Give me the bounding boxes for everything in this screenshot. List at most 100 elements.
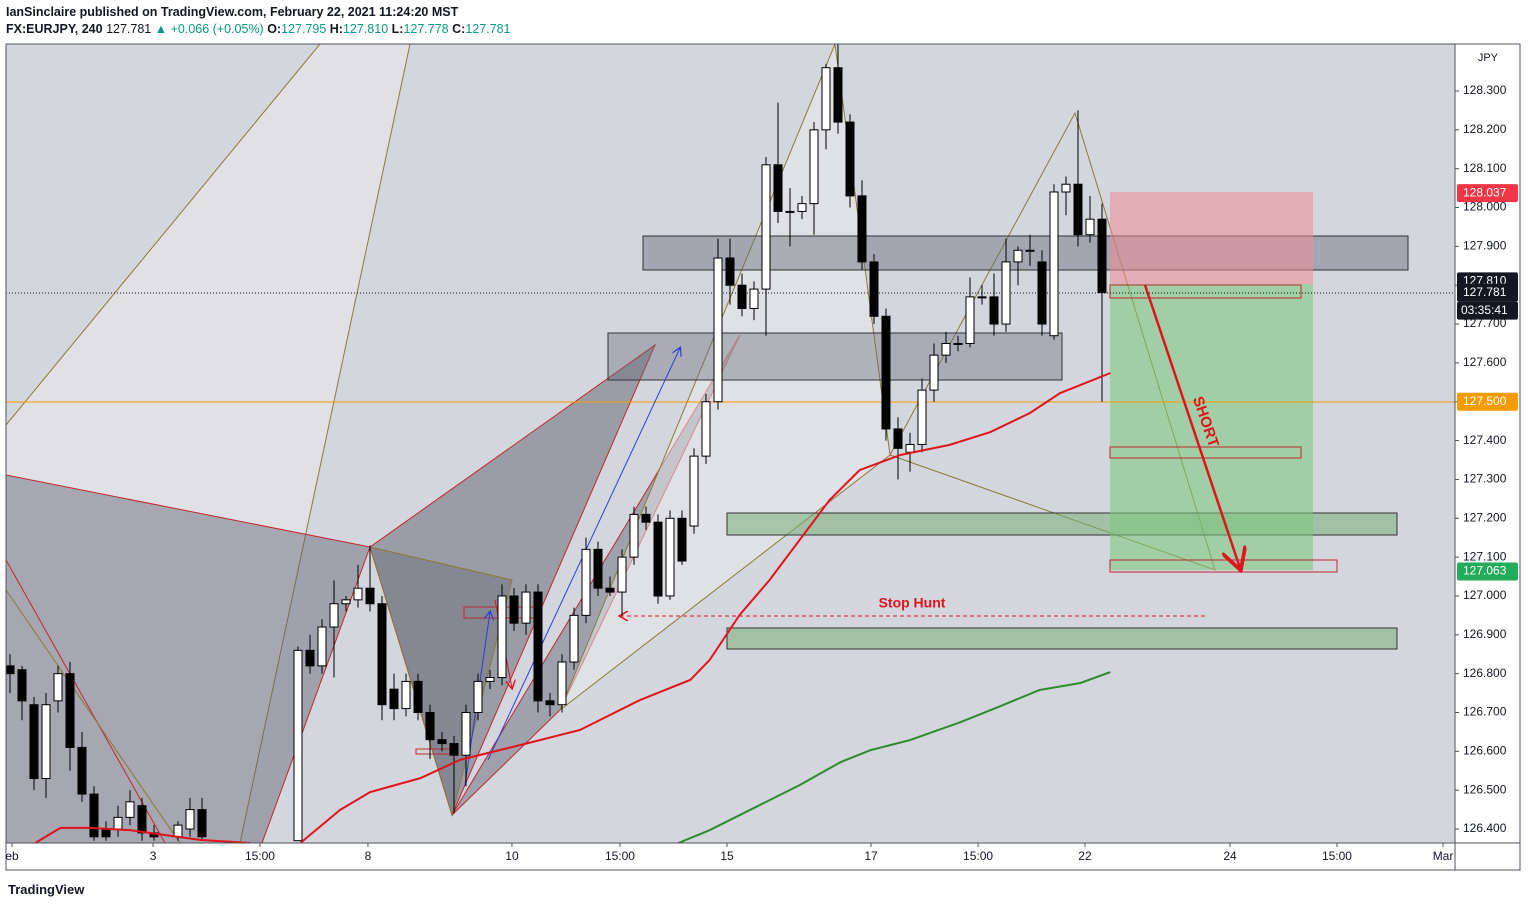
x-tick-label: 15:00 <box>605 849 635 863</box>
y-tick-label: 126.600 <box>1463 744 1507 758</box>
candle-body <box>497 595 507 679</box>
candle-body <box>617 556 627 593</box>
candle-body <box>593 548 603 589</box>
zone <box>607 332 1063 381</box>
change: +0.066 (+0.05%) <box>170 22 264 36</box>
y-tick-label: 127.600 <box>1463 355 1507 369</box>
x-tick-label: eb <box>5 849 19 863</box>
moving-average <box>34 372 1111 843</box>
y-tick-label: 126.500 <box>1463 782 1507 796</box>
candle-body <box>1001 261 1011 325</box>
candle-body <box>485 677 495 682</box>
level-box <box>1109 284 1302 299</box>
candle-body <box>293 649 303 842</box>
x-tick-label: 3 <box>150 849 157 863</box>
candle-body <box>1073 183 1083 236</box>
y-tick-label: 128.000 <box>1463 200 1507 214</box>
candle-body <box>713 257 723 403</box>
candle-body <box>1097 218 1107 294</box>
x-tick-label: 15:00 <box>245 849 275 863</box>
candle-body <box>341 599 351 605</box>
candle-body <box>1013 249 1023 263</box>
candle-body <box>1085 218 1095 236</box>
x-tick-label: 10 <box>505 849 519 863</box>
low: 127.778 <box>403 22 449 36</box>
brand: TradingView <box>8 882 85 897</box>
candle-body <box>581 548 591 616</box>
ohlc-line: FX:EURJPY, 240 127.781 ▲ +0.066 (+0.05%)… <box>6 21 511 38</box>
axes: 128.300128.200128.100128.000127.900127.8… <box>5 83 1518 863</box>
y-tick-label: 126.400 <box>1463 821 1507 835</box>
price-tag <box>1457 392 1518 411</box>
candle-body <box>6 665 15 675</box>
price-tag <box>1457 283 1518 302</box>
o-label: O: <box>267 22 282 36</box>
candle-body <box>53 673 63 702</box>
candle-body <box>41 704 51 780</box>
h-label: H: <box>329 22 343 36</box>
candle-body <box>1037 261 1047 325</box>
drawings: SHORT Stop Hunt <box>6 44 1455 843</box>
candle-body <box>701 401 711 457</box>
candle-body <box>137 805 147 834</box>
arrow: ▲ <box>154 22 168 36</box>
fib-area <box>6 44 410 843</box>
x-tick-label: 15:00 <box>963 849 993 863</box>
pane-border <box>5 43 1521 871</box>
y-tick-label: 128.100 <box>1463 161 1507 175</box>
price-tag-label: 127.781 <box>1463 285 1507 299</box>
candle-body <box>377 603 387 706</box>
candle-body <box>521 591 531 624</box>
y-tick-label: 128.200 <box>1463 122 1507 136</box>
y-tick-label: 127.900 <box>1463 239 1507 253</box>
x-tick-label: 8 <box>365 849 372 863</box>
candle-body <box>881 315 891 430</box>
candle-body <box>797 203 807 212</box>
candle-body <box>977 296 987 299</box>
countdown: 03:35:41 <box>1461 303 1508 317</box>
candle-body <box>185 809 195 830</box>
candle-body <box>365 587 375 605</box>
candle-body <box>29 704 39 780</box>
candle-body <box>905 443 915 453</box>
candle-body <box>857 195 867 263</box>
candle-body <box>461 711 471 756</box>
candle-body <box>509 595 519 624</box>
candle-body <box>821 67 831 131</box>
drawing-line <box>6 559 166 843</box>
y-tick-label: 127.400 <box>1463 433 1507 447</box>
countdown-tag <box>1457 301 1518 320</box>
candle-body <box>917 389 927 445</box>
candle-body <box>629 513 639 558</box>
candle-body <box>413 680 423 713</box>
candle-body <box>569 614 579 663</box>
price-tag <box>1457 184 1518 203</box>
candle-body <box>965 296 975 344</box>
price-tag <box>1457 562 1518 581</box>
drawing-line <box>6 44 321 426</box>
candle-body <box>749 288 759 310</box>
y-tick-label: 127.200 <box>1463 510 1507 524</box>
candle-body <box>761 164 771 290</box>
candle-body <box>989 296 999 325</box>
publisher-text: IanSinclaire published on TradingView.co… <box>6 5 459 19</box>
c-label: C: <box>452 22 466 36</box>
candle-body <box>89 793 99 838</box>
candle-body <box>785 210 795 213</box>
candle-body <box>653 521 663 597</box>
close: 127.781 <box>465 22 511 36</box>
candle-body <box>437 739 447 745</box>
y-tick-label: 127.000 <box>1463 588 1507 602</box>
candle-body <box>305 649 315 667</box>
x-tick-label: 22 <box>1078 849 1092 863</box>
x-tick-label: 17 <box>864 849 878 863</box>
candle-body <box>113 816 123 830</box>
y-tick-label: 127.700 <box>1463 316 1507 330</box>
candle-body <box>17 669 27 702</box>
candle-body <box>545 700 555 706</box>
candle-body <box>1061 183 1071 193</box>
candle-body <box>1025 249 1035 252</box>
candle-body <box>353 587 363 601</box>
candle-body <box>449 743 459 756</box>
